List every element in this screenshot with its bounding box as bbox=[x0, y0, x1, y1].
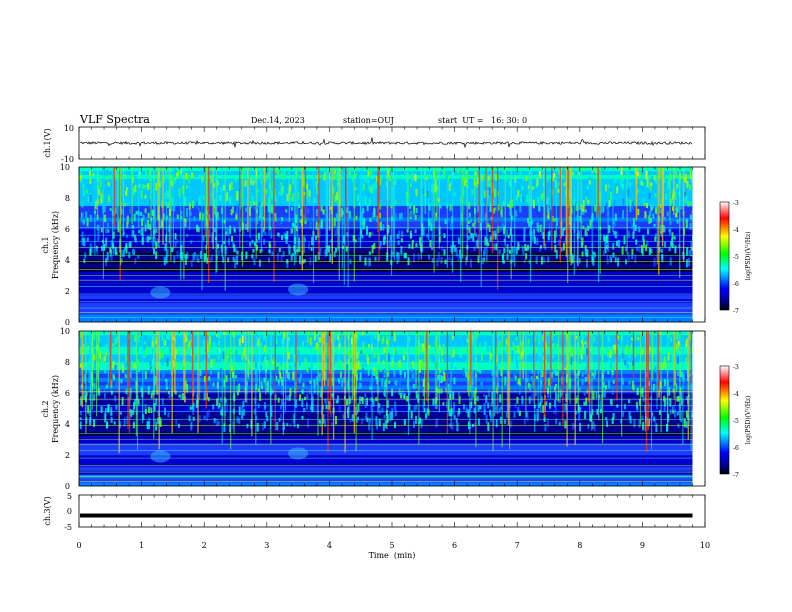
start-time-label: start UT = 16: 30: 0 bbox=[438, 116, 527, 125]
ch1-spectrogram-panel: 0 2 4 6 8 10 ch.1 Frequency (kHz) bbox=[41, 163, 706, 327]
cb2-tick-3: -3 bbox=[733, 364, 739, 371]
cb2-tick-4: -4 bbox=[733, 391, 739, 398]
ch1-waveform-line bbox=[79, 137, 693, 149]
ch3-ytick-bottom: -5 bbox=[64, 523, 72, 532]
ch1-ytick-8: 8 bbox=[65, 194, 70, 203]
cb1-tick-4: -4 bbox=[733, 227, 739, 234]
ch1-waveform-panel: 10 -10 ch.1(V) bbox=[43, 124, 706, 164]
x-tick-label: 7 bbox=[515, 541, 520, 550]
x-tick-label: 5 bbox=[389, 541, 394, 550]
cb2-tick-5: -5 bbox=[733, 418, 739, 425]
ch1-ytick-2: 2 bbox=[65, 287, 70, 296]
ch2-colorbar: -3 -4 -5 -6 -7 log(PSD)(V²/Hz) bbox=[719, 364, 752, 479]
cb2-tick-6: -6 bbox=[733, 445, 739, 452]
x-axis: 0 1 2 3 4 5 6 7 8 9 10 bbox=[76, 541, 710, 550]
cb1-tick-6: -6 bbox=[733, 281, 739, 288]
cb2-label: log(PSD)(V²/Hz) bbox=[745, 396, 752, 445]
ch2-spectrogram-panel: 0 2 4 6 8 10 ch.2 Frequency (kHz) bbox=[41, 327, 706, 491]
ch1-ytick-10: 10 bbox=[60, 163, 70, 172]
ch3-ytick-top: 5 bbox=[67, 492, 72, 501]
x-tick-label: 2 bbox=[202, 541, 207, 550]
ch3-ytick-mid: 0 bbox=[67, 507, 72, 516]
ch1-ylabel: ch.1(V) bbox=[43, 128, 52, 157]
date-label: Dec.14, 2023 bbox=[251, 116, 305, 125]
x-tick-label: 9 bbox=[640, 541, 645, 550]
ch2-ytick-4: 4 bbox=[65, 420, 70, 429]
ch2-ytick-6: 6 bbox=[65, 389, 70, 398]
x-tick-label: 6 bbox=[452, 541, 457, 550]
ch1-ytick-0: 0 bbox=[65, 318, 70, 327]
ch1-ytick-4: 4 bbox=[65, 256, 70, 265]
x-tick-label: 8 bbox=[577, 541, 582, 550]
ch1-colorbar: -3 -4 -5 -6 -7 log(PSD)(V²/Hz) bbox=[719, 200, 752, 315]
ch1-ytick-bottom: -10 bbox=[61, 155, 74, 164]
ch3-waveform-panel: 5 0 -5 ch.3(V) bbox=[43, 492, 706, 532]
figure-title: VLF Spectra bbox=[79, 113, 150, 126]
cb1-tick-5: -5 bbox=[733, 254, 739, 261]
ch2-ytick-8: 8 bbox=[65, 358, 70, 367]
x-tick-label: 1 bbox=[139, 541, 144, 550]
ch1-freq-ylabel: Frequency (kHz) bbox=[51, 211, 60, 279]
x-tick-label: 4 bbox=[327, 541, 332, 550]
x-tick-label: 10 bbox=[700, 541, 710, 550]
ch3-ylabel: ch.3(V) bbox=[43, 496, 52, 525]
x-tick-label: 3 bbox=[264, 541, 269, 550]
ch1-ytick-6: 6 bbox=[65, 225, 70, 234]
station-label: station=OUJ bbox=[343, 116, 394, 125]
cb1-tick-3: -3 bbox=[733, 200, 739, 207]
ch1-panel-label: ch.1 bbox=[41, 236, 50, 253]
ch2-ytick-10: 10 bbox=[60, 327, 70, 336]
ch2-ytick-2: 2 bbox=[65, 451, 70, 460]
x-tick-label: 0 bbox=[76, 541, 81, 550]
ch2-ytick-0: 0 bbox=[65, 482, 70, 491]
cb2-tick-7: -7 bbox=[733, 472, 739, 479]
ch1-ytick-top: 10 bbox=[64, 124, 74, 133]
x-axis-label: Time (min) bbox=[369, 551, 416, 560]
ch2-panel-label: ch.2 bbox=[41, 400, 50, 417]
cb1-tick-7: -7 bbox=[733, 308, 739, 315]
cb1-label: log(PSD)(V²/Hz) bbox=[745, 232, 752, 281]
ch2-freq-ylabel: Frequency (kHz) bbox=[51, 375, 60, 443]
